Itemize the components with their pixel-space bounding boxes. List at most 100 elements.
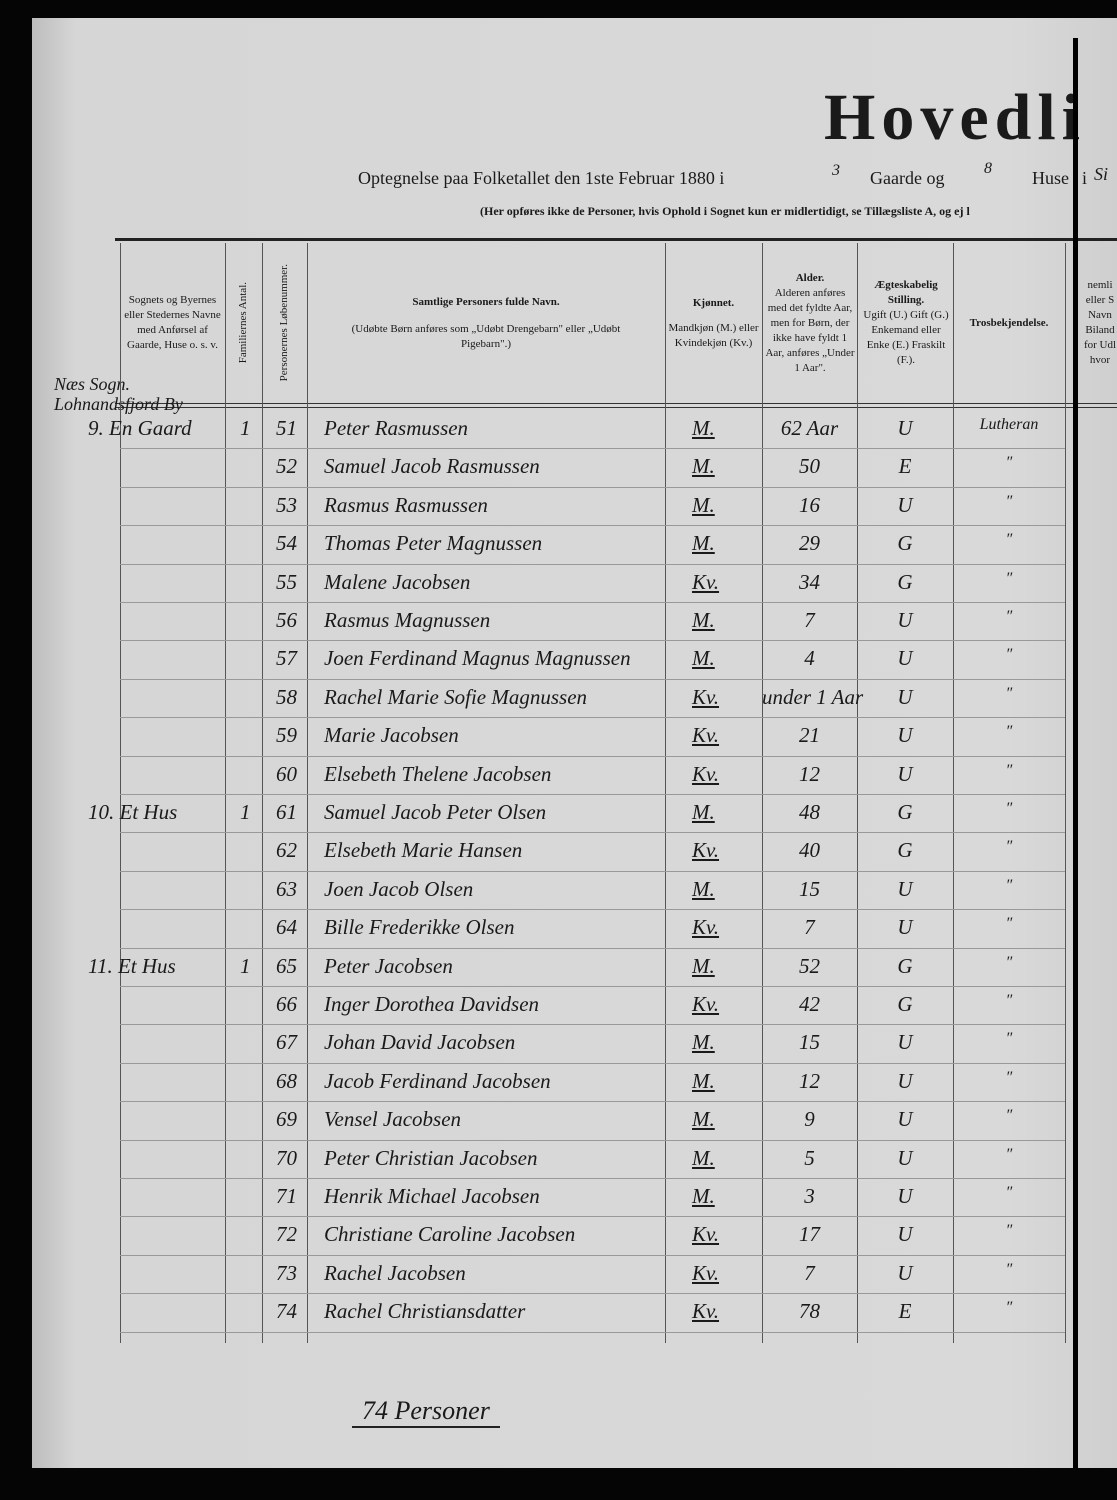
column-line: [857, 243, 858, 1343]
age: 21: [799, 723, 820, 748]
sex: M.: [692, 1145, 715, 1170]
sex: M.: [692, 646, 715, 671]
header-age-title: Alder.: [795, 271, 825, 284]
sex: Kv.: [692, 684, 720, 709]
header-marital-title: Ægteskabelig Stilling.: [874, 279, 938, 306]
place: 9. En Gaard: [88, 416, 192, 440]
column-line: [120, 243, 121, 1343]
religion: ″: [1005, 915, 1013, 933]
note: (Her opføres ikke de Personer, hvis Opho…: [480, 204, 970, 218]
sex: M.: [692, 531, 715, 556]
marital: U: [897, 1222, 913, 1247]
sex: Kv.: [692, 1260, 720, 1285]
sex: M.: [692, 876, 715, 901]
row-line: [120, 794, 1065, 795]
age: 48: [799, 800, 820, 824]
row-line: [120, 563, 1065, 565]
religion: ″: [1005, 608, 1013, 625]
marital: U: [897, 1068, 913, 1093]
sex: Kv.: [692, 992, 720, 1016]
person-number: 59: [276, 723, 297, 748]
person-number: 68: [276, 1068, 297, 1093]
row-line: [120, 525, 1065, 527]
gaarde-label: Gaarde og: [870, 168, 945, 188]
sex: M.: [692, 492, 715, 517]
header-name: Samtlige Personers fulde Navn. (Udøbte Bø…: [317, 243, 655, 403]
marital: G: [897, 838, 913, 863]
header-sex: Kjønnet. Mandkjøn (M.) eller Kvindekjøn (…: [665, 243, 762, 403]
name: Rachel Christiansdatter: [324, 1299, 526, 1324]
person-number: 64: [276, 915, 297, 940]
row-line: [120, 1331, 1065, 1333]
religion: ″: [1005, 1299, 1013, 1317]
name: Peter Christian Jacobsen: [324, 1145, 538, 1170]
name: Malene Jacobsen: [324, 569, 471, 594]
age: 16: [799, 492, 820, 517]
name: Samuel Jacob Peter Olsen: [324, 800, 547, 824]
row-line: [120, 602, 1065, 603]
marital: G: [897, 800, 913, 824]
person-number: 62: [276, 838, 297, 863]
huse-label: Huse: [1032, 168, 1069, 188]
subtitle: Optegnelse paa Folketallet den 1ste Febr…: [358, 168, 725, 188]
column-line: [262, 243, 263, 1343]
marital: G: [897, 953, 913, 978]
row-line: [120, 640, 1065, 642]
person-number: 66: [276, 992, 297, 1016]
row-line: [120, 870, 1065, 872]
rule: [115, 238, 1117, 241]
header-families: Familiernes Antal.: [225, 243, 262, 403]
row-line: [120, 1216, 1065, 1218]
marital: U: [897, 915, 913, 940]
header-sex-note: Mandkjøn (M.) eller Kvindekjøn (Kv.): [668, 321, 759, 349]
person-number: 63: [276, 876, 297, 901]
header-marital: Ægteskabelig Stilling. Ugift (U.) Gift (G…: [859, 243, 953, 403]
name: Inger Dorothea Davidsen: [324, 992, 540, 1016]
age: 15: [799, 876, 820, 901]
marital: U: [897, 608, 913, 632]
marital: E: [898, 1299, 912, 1324]
name: Rachel Jacobsen: [324, 1260, 466, 1285]
age: 40: [799, 838, 820, 863]
person-number: 71: [276, 1184, 297, 1208]
age: 42: [799, 992, 820, 1016]
person-number: 54: [276, 531, 297, 556]
row-line: [120, 947, 1065, 949]
gaarde-count: 3: [832, 162, 840, 179]
age: 12: [799, 1068, 820, 1093]
row-line: [120, 986, 1065, 987]
religion: ″: [1005, 569, 1013, 587]
header-sex-title: Kjønnet.: [692, 296, 735, 309]
person-number: 52: [276, 454, 297, 479]
person-number: 69: [276, 1107, 297, 1132]
marital: E: [898, 454, 912, 479]
sex: M.: [692, 608, 715, 632]
sex: Kv.: [692, 569, 720, 594]
age: 50: [799, 454, 820, 479]
name: Rachel Marie Sofie Magnussen: [324, 684, 588, 709]
age: 78: [799, 1299, 820, 1324]
marital: U: [897, 684, 913, 709]
name: Joen Jacob Olsen: [324, 876, 474, 901]
religion: ″: [1005, 531, 1013, 549]
person-number: 58: [276, 684, 297, 709]
age: 7: [804, 1260, 815, 1285]
religion: ″: [1005, 800, 1013, 817]
row-line: [120, 909, 1065, 911]
age: 7: [804, 608, 815, 632]
rule: [115, 403, 1117, 408]
row-line: [120, 755, 1065, 757]
person-number: 56: [276, 608, 297, 632]
person-number: 65: [276, 953, 297, 978]
age: 4: [804, 646, 815, 671]
religion: ″: [1005, 723, 1013, 741]
name: Samuel Jacob Rasmussen: [324, 454, 540, 479]
huse-count: 8: [984, 160, 992, 177]
row-line: [120, 717, 1065, 719]
parish: Næs Sogn. Lohnandsfjord By: [54, 374, 183, 414]
header-number-text: Personernes Løbenummer.: [278, 264, 290, 382]
sex: M.: [692, 1184, 715, 1208]
person-number: 51: [276, 416, 297, 440]
religion: ″: [1005, 1068, 1013, 1086]
